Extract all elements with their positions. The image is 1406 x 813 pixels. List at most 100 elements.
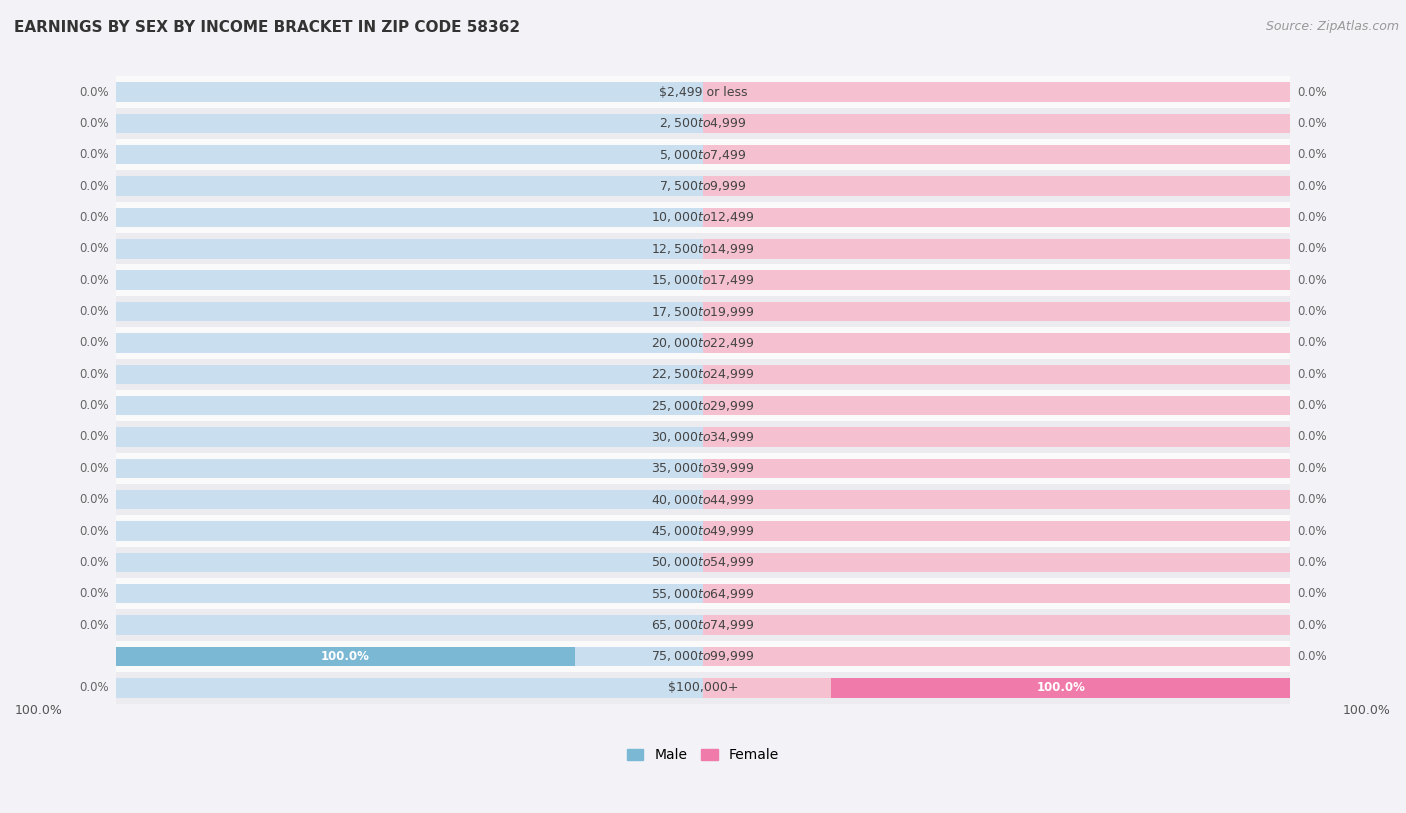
Bar — [831, 302, 1291, 321]
Text: 0.0%: 0.0% — [1296, 337, 1327, 350]
Bar — [115, 82, 575, 102]
Text: 0.0%: 0.0% — [79, 587, 110, 600]
Bar — [115, 421, 1291, 453]
Bar — [115, 364, 575, 384]
Bar — [115, 647, 575, 666]
Text: 0.0%: 0.0% — [1296, 524, 1327, 537]
Bar — [115, 296, 1291, 327]
Text: 0.0%: 0.0% — [79, 211, 110, 224]
Bar — [575, 647, 703, 666]
Text: $5,000 to $7,499: $5,000 to $7,499 — [659, 148, 747, 162]
Bar — [115, 678, 575, 698]
Text: 0.0%: 0.0% — [1296, 117, 1327, 130]
Bar — [115, 396, 575, 415]
Bar — [115, 490, 575, 510]
Text: EARNINGS BY SEX BY INCOME BRACKET IN ZIP CODE 58362: EARNINGS BY SEX BY INCOME BRACKET IN ZIP… — [14, 20, 520, 35]
Text: 0.0%: 0.0% — [79, 305, 110, 318]
Bar — [115, 390, 1291, 421]
Text: 0.0%: 0.0% — [79, 524, 110, 537]
Bar — [703, 647, 831, 666]
Text: $2,500 to $4,999: $2,500 to $4,999 — [659, 116, 747, 130]
Bar — [575, 459, 703, 478]
Text: $100,000+: $100,000+ — [668, 681, 738, 694]
Text: 0.0%: 0.0% — [79, 274, 110, 287]
Bar — [831, 553, 1291, 572]
Bar — [831, 396, 1291, 415]
Bar — [115, 610, 1291, 641]
Text: 100.0%: 100.0% — [1343, 704, 1391, 717]
Bar — [115, 107, 1291, 139]
Bar — [115, 647, 575, 666]
Text: 100.0%: 100.0% — [15, 704, 63, 717]
Bar — [703, 145, 831, 164]
Bar — [575, 396, 703, 415]
Bar — [703, 271, 831, 290]
Bar — [831, 114, 1291, 133]
Bar — [703, 396, 831, 415]
Bar — [115, 139, 1291, 171]
Bar — [575, 678, 703, 698]
Bar — [831, 459, 1291, 478]
Bar — [115, 615, 575, 635]
Text: 0.0%: 0.0% — [79, 148, 110, 161]
Bar — [703, 82, 831, 102]
Bar — [831, 521, 1291, 541]
Bar — [575, 615, 703, 635]
Bar — [115, 578, 1291, 610]
Text: $17,500 to $19,999: $17,500 to $19,999 — [651, 305, 755, 319]
Text: 0.0%: 0.0% — [1296, 180, 1327, 193]
Bar — [575, 364, 703, 384]
Bar — [575, 428, 703, 446]
Bar — [831, 678, 1291, 698]
Bar — [575, 82, 703, 102]
Bar — [115, 208, 575, 227]
Bar — [115, 515, 1291, 546]
Bar — [115, 672, 1291, 703]
Bar — [115, 202, 1291, 233]
Bar — [115, 484, 1291, 515]
Bar — [115, 76, 1291, 107]
Text: 0.0%: 0.0% — [79, 556, 110, 569]
Text: 0.0%: 0.0% — [1296, 367, 1327, 380]
Bar — [575, 145, 703, 164]
Bar — [115, 428, 575, 446]
Text: $15,000 to $17,499: $15,000 to $17,499 — [651, 273, 755, 287]
Bar — [703, 615, 831, 635]
Bar — [575, 333, 703, 353]
Text: 0.0%: 0.0% — [1296, 556, 1327, 569]
Bar — [115, 302, 575, 321]
Bar — [831, 678, 1291, 698]
Bar — [831, 82, 1291, 102]
Text: 0.0%: 0.0% — [1296, 493, 1327, 506]
Legend: Male, Female: Male, Female — [621, 743, 785, 767]
Bar — [703, 114, 831, 133]
Bar — [115, 327, 1291, 359]
Text: 0.0%: 0.0% — [1296, 587, 1327, 600]
Bar — [115, 239, 575, 259]
Text: $22,500 to $24,999: $22,500 to $24,999 — [651, 367, 755, 381]
Bar — [703, 239, 831, 259]
Text: 0.0%: 0.0% — [1296, 274, 1327, 287]
Bar — [831, 428, 1291, 446]
Text: $75,000 to $99,999: $75,000 to $99,999 — [651, 650, 755, 663]
Bar — [703, 521, 831, 541]
Bar — [115, 553, 575, 572]
Text: 100.0%: 100.0% — [321, 650, 370, 663]
Text: $30,000 to $34,999: $30,000 to $34,999 — [651, 430, 755, 444]
Bar — [115, 171, 1291, 202]
Text: 0.0%: 0.0% — [79, 462, 110, 475]
Bar — [831, 584, 1291, 603]
Text: 0.0%: 0.0% — [79, 619, 110, 632]
Bar — [115, 359, 1291, 390]
Text: 0.0%: 0.0% — [1296, 305, 1327, 318]
Text: $50,000 to $54,999: $50,000 to $54,999 — [651, 555, 755, 569]
Bar — [831, 145, 1291, 164]
Text: 0.0%: 0.0% — [1296, 462, 1327, 475]
Bar — [703, 459, 831, 478]
Text: Source: ZipAtlas.com: Source: ZipAtlas.com — [1265, 20, 1399, 33]
Text: $2,499 or less: $2,499 or less — [659, 85, 747, 98]
Bar — [703, 553, 831, 572]
Text: 0.0%: 0.0% — [1296, 619, 1327, 632]
Bar — [115, 271, 575, 290]
Text: 0.0%: 0.0% — [79, 399, 110, 412]
